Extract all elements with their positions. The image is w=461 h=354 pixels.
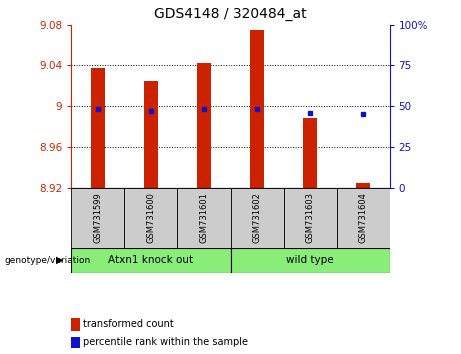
Text: genotype/variation: genotype/variation: [5, 256, 91, 265]
Bar: [230, 188, 284, 248]
Text: GSM731602: GSM731602: [253, 192, 261, 243]
Text: GSM731601: GSM731601: [200, 192, 208, 243]
Text: wild type: wild type: [286, 255, 334, 265]
Bar: [337, 188, 390, 248]
Text: ▶: ▶: [56, 255, 64, 265]
Text: Atxn1 knock out: Atxn1 knock out: [108, 255, 194, 265]
Bar: [124, 188, 177, 248]
Text: GSM731600: GSM731600: [147, 192, 155, 243]
Text: transformed count: transformed count: [83, 319, 174, 329]
Bar: [230, 248, 390, 273]
Bar: [177, 188, 230, 248]
Bar: [91, 68, 105, 188]
Text: GSM731604: GSM731604: [359, 192, 367, 243]
Bar: [356, 183, 370, 188]
Bar: [71, 248, 230, 273]
Text: GSM731599: GSM731599: [94, 192, 102, 243]
Bar: [250, 30, 264, 188]
Bar: [197, 63, 211, 188]
Text: GSM731603: GSM731603: [306, 192, 314, 243]
Title: GDS4148 / 320484_at: GDS4148 / 320484_at: [154, 7, 307, 21]
Text: percentile rank within the sample: percentile rank within the sample: [83, 337, 248, 347]
Bar: [303, 119, 317, 188]
Bar: [284, 188, 337, 248]
Bar: [71, 188, 124, 248]
Bar: [144, 81, 158, 188]
